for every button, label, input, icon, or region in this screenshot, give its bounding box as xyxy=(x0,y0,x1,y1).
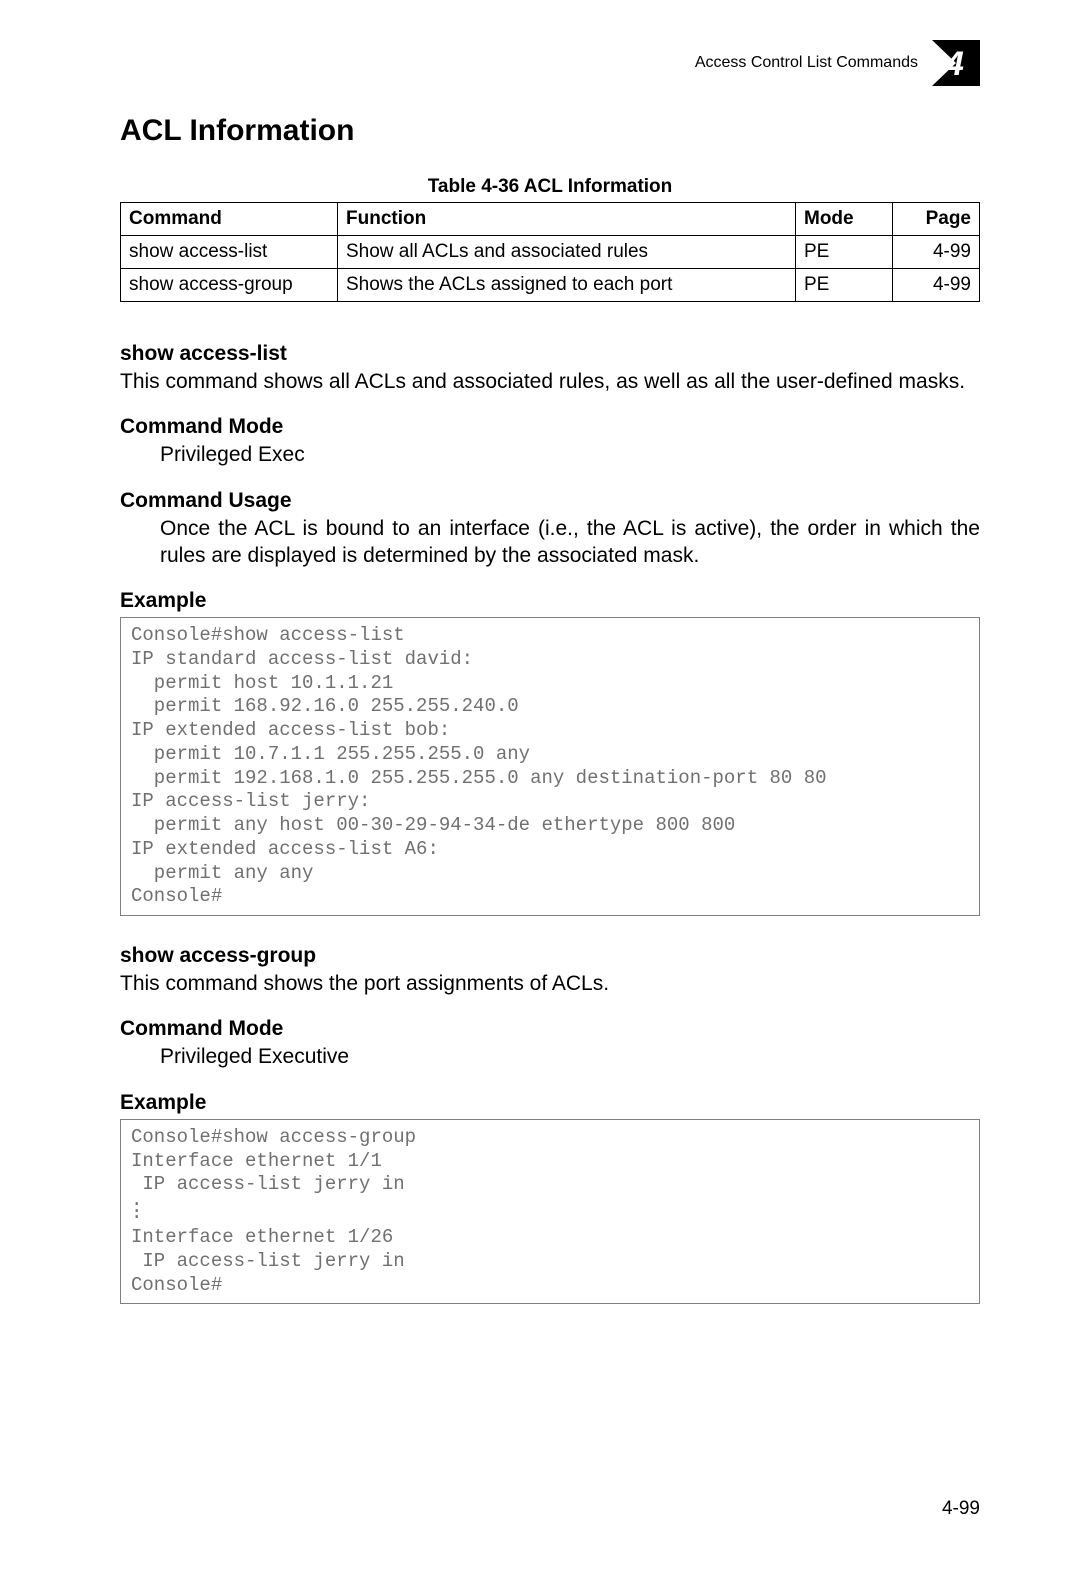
block-label: Command Mode xyxy=(120,415,980,439)
table-header-page: Page xyxy=(893,203,980,236)
table-cell-page: 4-99 xyxy=(893,269,980,302)
document-page: Access Control List Commands 4 ACL Infor… xyxy=(0,0,1080,1570)
command-intro: This command shows all ACLs and associat… xyxy=(120,368,980,395)
page-number: 4-99 xyxy=(942,1498,980,1520)
command-title: show access-group xyxy=(120,944,980,968)
command-intro: This command shows the port assignments … xyxy=(120,970,980,997)
table-header-command: Command xyxy=(121,203,338,236)
table-header-function: Function xyxy=(338,203,796,236)
table-row: show access-list Show all ACLs and assoc… xyxy=(121,236,980,269)
table-header-mode: Mode xyxy=(796,203,893,236)
table-cell-command: show access-list xyxy=(121,236,338,269)
section-title: ACL Information xyxy=(120,114,980,148)
block-label: Example xyxy=(120,589,980,613)
acl-information-table: Command Function Mode Page show access-l… xyxy=(120,202,980,302)
block-text: Privileged Executive xyxy=(120,1043,980,1070)
block-text: Privileged Exec xyxy=(120,441,980,468)
table-row: show access-group Shows the ACLs assigne… xyxy=(121,269,980,302)
table-caption: Table 4-36 ACL Information xyxy=(120,176,980,198)
table-cell-function: Shows the ACLs assigned to each port xyxy=(338,269,796,302)
chapter-number-badge: 4 xyxy=(932,40,980,86)
table-cell-page: 4-99 xyxy=(893,236,980,269)
page-header: Access Control List Commands 4 xyxy=(120,40,980,86)
block-label: Example xyxy=(120,1091,980,1115)
block-text: Once the ACL is bound to an interface (i… xyxy=(120,515,980,570)
table-cell-command: show access-group xyxy=(121,269,338,302)
table-cell-mode: PE xyxy=(796,236,893,269)
console-output: Console#show access-group Interface ethe… xyxy=(120,1119,980,1305)
table-cell-function: Show all ACLs and associated rules xyxy=(338,236,796,269)
header-title: Access Control List Commands xyxy=(695,54,918,72)
block-label: Command Mode xyxy=(120,1017,980,1041)
command-title: show access-list xyxy=(120,342,980,366)
console-output: Console#show access-list IP standard acc… xyxy=(120,617,980,916)
table-header-row: Command Function Mode Page xyxy=(121,203,980,236)
chapter-number: 4 xyxy=(945,45,964,84)
block-label: Command Usage xyxy=(120,489,980,513)
table-cell-mode: PE xyxy=(796,269,893,302)
vertical-ellipsis-icon: . . . xyxy=(131,1197,142,1217)
